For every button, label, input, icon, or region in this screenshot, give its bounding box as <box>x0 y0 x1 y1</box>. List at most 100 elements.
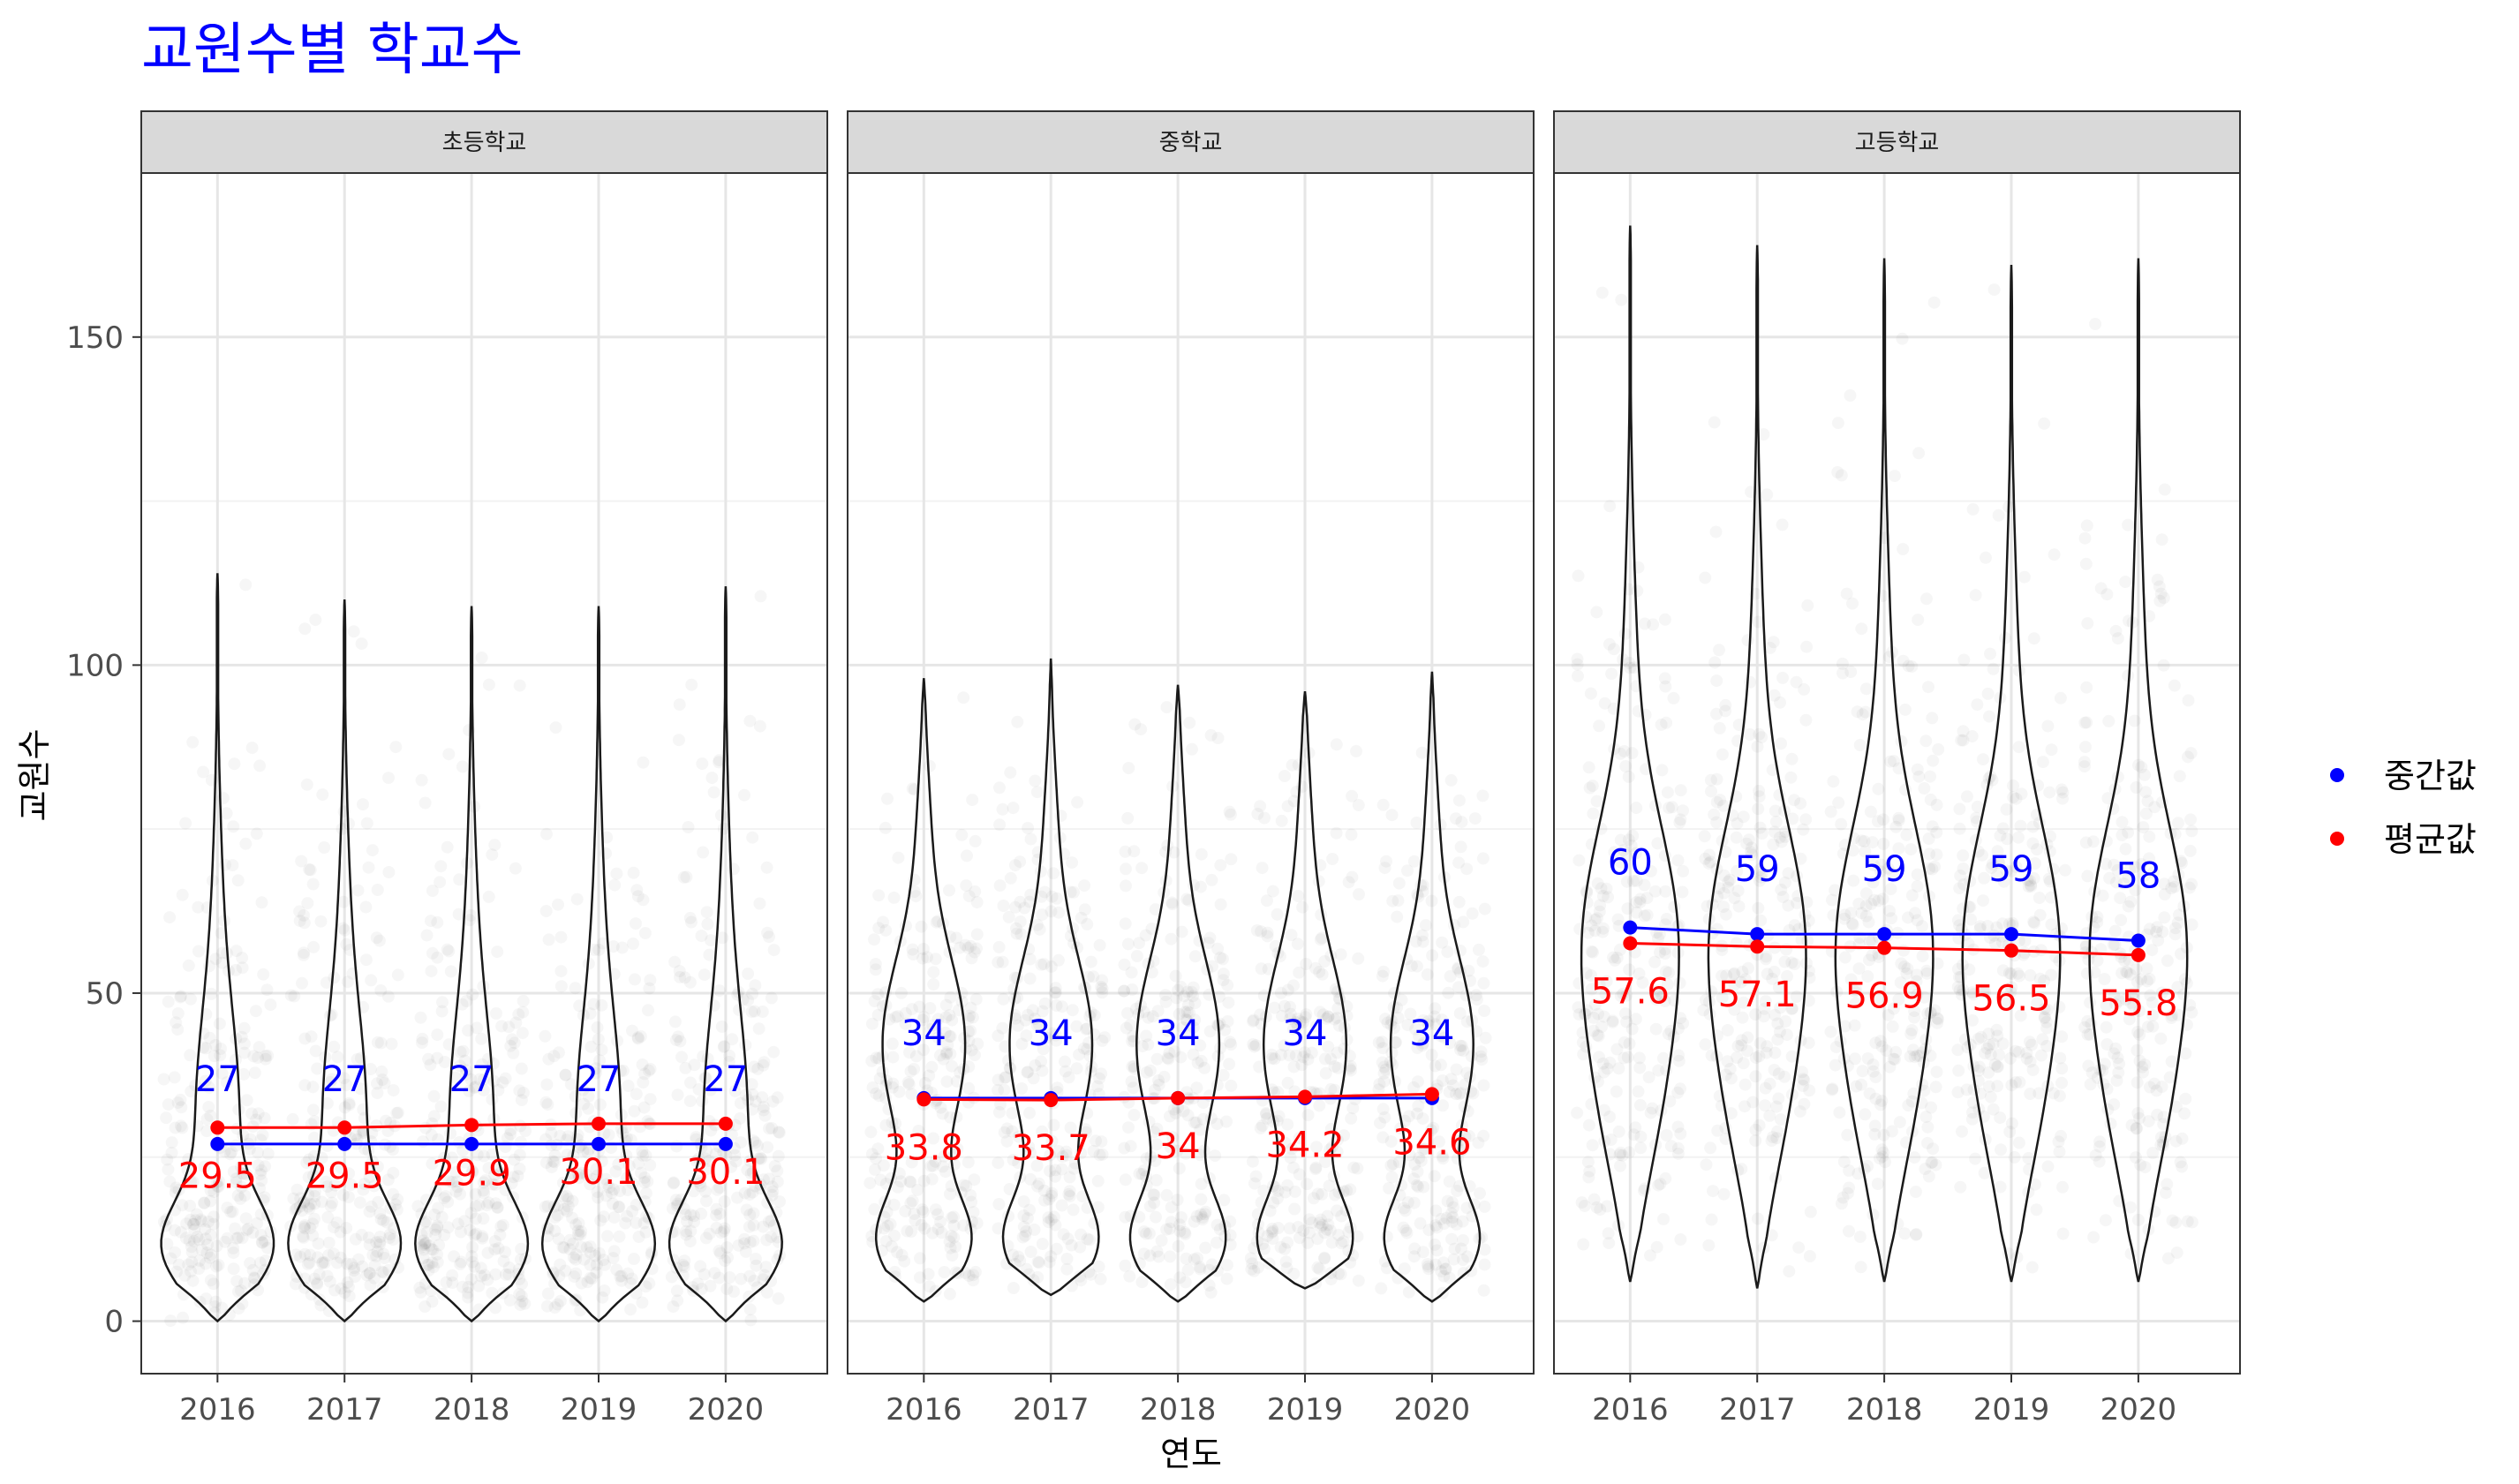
jitter-point <box>2037 756 2049 768</box>
jitter-point <box>1580 1041 1592 1053</box>
jitter-point <box>1863 916 1875 929</box>
jitter-point <box>1674 1233 1686 1246</box>
jitter-point <box>1956 1126 1968 1138</box>
jitter-point <box>425 1284 437 1297</box>
jitter-point <box>621 1210 633 1223</box>
jitter-point <box>201 1239 214 1251</box>
y-axis-title: 교원수 <box>15 729 54 822</box>
jitter-point <box>916 953 929 965</box>
jitter-point <box>214 1018 226 1030</box>
jitter-point <box>257 1129 269 1141</box>
jitter-point <box>1718 870 1731 882</box>
jitter-point <box>766 1096 779 1108</box>
jitter-point <box>1380 855 1392 868</box>
y-tick-label: 50 <box>86 976 124 1012</box>
jitter-point <box>1373 1078 1385 1090</box>
jitter-point <box>1671 1087 1684 1099</box>
mean-label: 33.7 <box>1012 1128 1090 1169</box>
jitter-point <box>441 1196 454 1209</box>
jitter-point <box>2035 1050 2048 1062</box>
jitter-point <box>1195 1055 1208 1067</box>
jitter-point <box>2154 1033 2167 1045</box>
jitter-point <box>2084 997 2096 1009</box>
jitter-point <box>296 977 308 990</box>
jitter-point <box>1776 672 1789 684</box>
jitter-point <box>2177 988 2190 1000</box>
jitter-point <box>2158 659 2170 672</box>
jitter-point <box>1120 863 1132 875</box>
jitter-point <box>1024 953 1037 966</box>
jitter-point <box>944 1188 956 1201</box>
jitter-point <box>1756 827 1769 840</box>
panel-background <box>848 173 1534 1374</box>
jitter-point <box>1589 924 1602 937</box>
jitter-point <box>183 960 195 972</box>
jitter-point <box>1288 1203 1301 1216</box>
jitter-point <box>1007 1282 1020 1294</box>
jitter-point <box>1634 1141 1647 1154</box>
jitter-point <box>555 980 568 992</box>
jitter-point <box>1350 745 1362 757</box>
violin <box>1383 671 1482 1303</box>
jitter-point <box>864 1126 877 1138</box>
jitter-point <box>205 988 217 1000</box>
jitter-point <box>743 715 756 727</box>
jitter-point <box>1792 1241 1805 1254</box>
jitter-point <box>938 1053 950 1066</box>
jitter-point <box>2168 680 2181 692</box>
jitter-point <box>298 909 310 922</box>
jitter-point <box>1045 905 1058 917</box>
jitter-point <box>872 889 885 901</box>
jitter-point <box>457 1045 470 1058</box>
jitter-point <box>2010 1076 2022 1089</box>
jitter-point <box>1869 1036 1882 1049</box>
jitter-point <box>264 998 276 1011</box>
jitter-point <box>684 1095 697 1107</box>
jitter-point <box>624 1303 637 1315</box>
jitter-point <box>1391 911 1403 923</box>
jitter-point <box>704 1228 716 1240</box>
violin <box>160 573 275 1323</box>
jitter-point <box>1796 1066 1808 1078</box>
x-tick-label: 2016 <box>1592 1392 1669 1428</box>
jitter-point <box>1165 896 1178 908</box>
jitter-point <box>1479 1244 1491 1256</box>
jitter-point <box>552 899 564 911</box>
jitter-point <box>1668 900 1680 913</box>
jitter-point <box>488 839 501 851</box>
jitter-point <box>1020 1225 1032 1238</box>
jitter-point <box>192 945 205 958</box>
jitter-point <box>1045 1187 1058 1200</box>
panel-background <box>141 173 827 1374</box>
jitter-point <box>1143 1227 1156 1239</box>
jitter-point <box>1031 1180 1044 1193</box>
jitter-point <box>1479 1201 1491 1213</box>
jitter-point <box>2078 760 2091 772</box>
jitter-point <box>2184 845 2197 857</box>
jitter-point <box>177 889 189 901</box>
jitter-point <box>1961 790 1973 802</box>
jitter-point <box>303 863 315 876</box>
jitter-point <box>589 1250 601 1262</box>
y-axis: 0 50 100 150 <box>66 320 141 1340</box>
mean-point <box>210 1120 225 1135</box>
jitter-point <box>700 1194 713 1207</box>
jitter-point <box>252 1284 264 1296</box>
jitter-point <box>870 958 882 970</box>
median-point <box>2131 933 2146 948</box>
jitter-point <box>1347 1162 1360 1174</box>
jitter-point <box>372 1196 384 1209</box>
jitter-point <box>1775 737 1787 750</box>
mean-label: 56.5 <box>1972 979 2050 1020</box>
jitter-point <box>1708 656 1721 668</box>
jitter-point <box>992 1029 1004 1042</box>
jitter-point <box>515 1243 527 1255</box>
jitter-point <box>1603 1237 1615 1249</box>
jitter-point <box>375 1066 388 1078</box>
jitter-point <box>871 1142 884 1155</box>
jitter-point <box>2056 793 2069 805</box>
jitter-point <box>1877 813 1889 825</box>
jitter-point <box>1016 1038 1029 1051</box>
jitter-point <box>1630 896 1642 908</box>
jitter-point <box>705 772 718 784</box>
